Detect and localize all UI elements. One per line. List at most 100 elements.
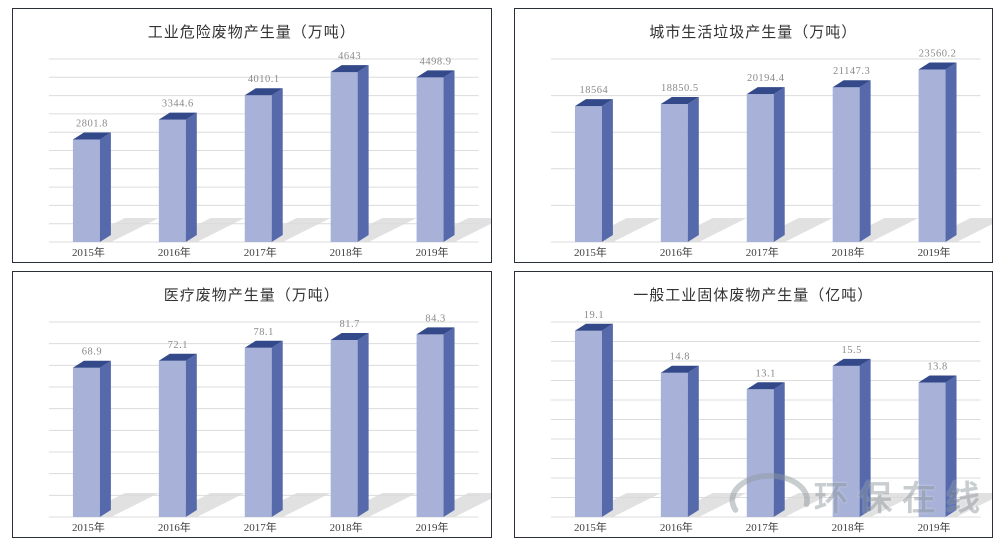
bar-2015年	[72, 360, 111, 517]
x-axis-label: 2018年	[831, 245, 864, 259]
bar-front-face	[244, 95, 272, 242]
bar-top-face	[416, 70, 455, 78]
bar-side-face	[601, 99, 613, 243]
bar-2016年	[158, 112, 197, 242]
bar-side-face	[99, 360, 111, 517]
value-label: 4643	[338, 51, 361, 62]
x-axis-label: 2015年	[573, 245, 606, 259]
x-axis-label: 2015年	[72, 520, 105, 534]
bar-2019年	[416, 327, 455, 517]
bar-front-face	[746, 389, 774, 517]
bar-2017年	[244, 88, 283, 242]
value-label: 21147.3	[833, 66, 870, 77]
value-label: 81.7	[339, 319, 359, 330]
chart-panel-medical-waste: 医疗废物产生量（万吨） 68.9 2015年 72.1 2016年 78.1 2017年 8…	[12, 271, 492, 538]
x-axis-label: 2016年	[158, 245, 191, 259]
bar-top-face	[918, 375, 957, 383]
bar-front-face	[660, 372, 688, 517]
bar-top-face	[832, 358, 871, 366]
bar-top-face	[574, 99, 613, 107]
bar-top-face	[158, 353, 197, 361]
bar-front-face	[158, 119, 186, 242]
bar-front-face	[746, 94, 774, 242]
bar-front-face	[832, 365, 860, 517]
value-label: 3344.6	[162, 99, 194, 110]
bar-side-face	[945, 375, 957, 517]
value-label: 4010.1	[248, 74, 280, 85]
bar-top-face	[244, 340, 283, 348]
bar-side-face	[687, 97, 699, 242]
bar-2018年	[330, 332, 369, 517]
bar-2016年	[660, 97, 699, 242]
bar-side-face	[945, 62, 957, 242]
value-label: 68.9	[82, 347, 102, 358]
x-axis-label: 2016年	[158, 520, 191, 534]
value-label: 4498.9	[420, 56, 452, 67]
bar-top-face	[832, 80, 871, 88]
chart-title: 一般工业固体废物产生量（亿吨）	[633, 288, 874, 304]
x-axis-label: 2017年	[244, 245, 277, 259]
bar-front-face	[72, 367, 100, 517]
bar-side-face	[185, 112, 197, 242]
value-label: 23560.2	[918, 49, 956, 60]
bar-chart-canvas: 2801.8 2015年 3344.6 2016年 4010.1 2017年 4643 201…	[48, 51, 491, 259]
bar-2017年	[746, 87, 785, 242]
bar-2015年	[574, 99, 613, 243]
chart-title: 医疗废物产生量（万吨）	[163, 288, 340, 304]
value-label: 72.1	[168, 340, 188, 351]
bar-2019年	[416, 70, 455, 242]
x-axis-label: 2019年	[917, 245, 950, 259]
bar-front-face	[330, 72, 358, 243]
bar-top-face	[72, 360, 111, 368]
x-axis-label: 2019年	[917, 520, 950, 534]
bar-2018年	[832, 80, 871, 242]
bar-top-face	[330, 332, 369, 340]
x-axis-label: 2015年	[573, 520, 606, 534]
x-axis-label: 2018年	[831, 520, 864, 534]
bar-2019年	[918, 375, 957, 517]
x-axis-label: 2016年	[659, 520, 692, 534]
bar-2016年	[660, 365, 699, 517]
value-label: 13.1	[755, 368, 775, 379]
bar-side-face	[859, 80, 871, 242]
bar-2017年	[244, 340, 283, 517]
bar-side-face	[859, 358, 871, 517]
bar-side-face	[185, 353, 197, 517]
bar-2017年	[746, 382, 785, 517]
bar-side-face	[443, 327, 455, 517]
bar-top-face	[746, 382, 785, 390]
x-axis-label: 2017年	[745, 520, 778, 534]
bar-2018年	[330, 65, 369, 243]
bar-front-face	[918, 382, 946, 517]
bar-side-face	[99, 132, 111, 242]
value-label: 14.8	[669, 352, 689, 363]
bar-front-face	[244, 347, 272, 517]
value-label: 2801.8	[76, 118, 108, 129]
bar-side-face	[443, 70, 455, 242]
chart-panel-municipal-household-garbage: 城市生活垃圾产生量（万吨） 18564 2015年 18850.5 2016年 2019…	[513, 8, 993, 263]
value-label: 18850.5	[661, 83, 699, 94]
bar-front-face	[330, 339, 358, 517]
bar-side-face	[271, 88, 283, 242]
bar-front-face	[574, 330, 602, 517]
bar-2016年	[158, 353, 197, 517]
x-axis-label: 2018年	[330, 245, 363, 259]
x-axis-label: 2018年	[330, 520, 363, 534]
bar-side-face	[357, 332, 369, 517]
bar-top-face	[158, 112, 197, 120]
bar-front-face	[832, 87, 860, 242]
bar-2015年	[72, 132, 111, 242]
value-label: 18564	[579, 85, 608, 96]
bar-top-face	[746, 87, 785, 95]
value-label: 19.1	[583, 310, 603, 321]
x-axis-label: 2015年	[72, 245, 105, 259]
bar-side-face	[357, 65, 369, 243]
bar-side-face	[687, 365, 699, 517]
value-label: 13.8	[927, 361, 947, 372]
bar-front-face	[660, 104, 688, 242]
chart-panel-industrial-hazardous-waste: 工业危险废物产生量（万吨） 2801.8 2015年 3344.6 2016年 4010…	[12, 8, 492, 263]
chart-panel-general-industrial-solid-waste: 一般工业固体废物产生量（亿吨） 19.1 2015年 14.8 2016年 13.1 20…	[513, 271, 993, 538]
bar-top-face	[660, 365, 699, 373]
value-label: 15.5	[841, 345, 861, 356]
